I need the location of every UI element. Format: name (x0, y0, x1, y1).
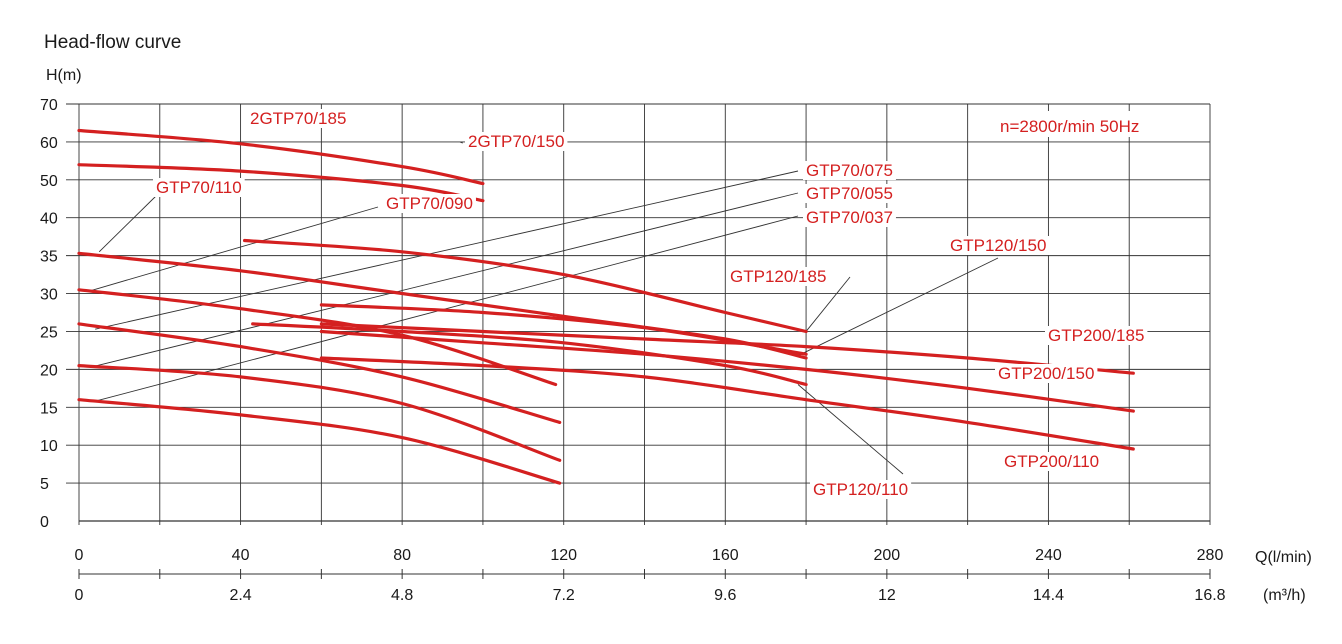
y-axis-label: H(m) (46, 67, 82, 84)
label-bg-gtp70-037 (803, 208, 896, 227)
curve-2gtp70-185 (77, 128, 485, 186)
x2-tick-40: 2.4 (229, 587, 251, 604)
x2-tick-280: 16.8 (1194, 587, 1225, 604)
speed-note-text: n=2800r/min 50Hz (1000, 117, 1139, 136)
x-tick-80: 80 (393, 547, 411, 564)
label-2gtp70-150: 2GTP70/150 (468, 132, 564, 151)
y-tick-70: 70 (40, 97, 58, 114)
speed-note: n=2800r/min 50Hz (980, 111, 1178, 137)
x-axis-label: Q(l/min) (1255, 549, 1312, 566)
leader-2gtp70-150 (459, 141, 463, 144)
x-tick-240: 240 (1035, 547, 1062, 564)
label-bg-gtp70-055 (803, 184, 896, 203)
y-tick-40: 40 (40, 211, 58, 228)
label-bg-gtp200-150 (995, 364, 1098, 383)
x-tick-40: 40 (232, 547, 250, 564)
label-gtp70-110: GTP70/110 (156, 178, 242, 197)
x2-tick-120: 7.2 (553, 587, 575, 604)
y-tick-15: 15 (40, 400, 58, 417)
label-bg-gtp70-075 (803, 161, 896, 180)
y-tick-20: 20 (40, 362, 58, 379)
y-tick-0: 0 (40, 514, 49, 531)
label-bg-gtp120-150 (947, 236, 1050, 255)
label-bg-2gtp70-185 (247, 109, 350, 128)
x2-axis-label: (m³/h) (1263, 587, 1306, 604)
x-tick-160: 160 (712, 547, 739, 564)
curve-gtp70-075 (77, 322, 562, 424)
label-gtp70-037: GTP70/037 (806, 208, 893, 227)
label-bg-gtp120-185 (727, 267, 830, 286)
y-tick-50: 50 (40, 173, 58, 190)
leader-gtp70-110 (98, 195, 157, 253)
y-tick-5: 5 (40, 476, 49, 493)
curve-gtp200-150 (319, 329, 1135, 413)
x2-tick-0: 0 (75, 587, 84, 604)
label-gtp120-185: GTP120/185 (730, 267, 826, 286)
curve-gtp200-185 (319, 322, 1135, 375)
x2-tick-160: 9.6 (714, 587, 736, 604)
label-bg-gtp120-110 (810, 480, 912, 499)
x2-tick-200: 12 (878, 587, 896, 604)
y-tick-35: 35 (40, 249, 58, 266)
leader-gtp70-075 (95, 170, 799, 330)
x-tick-200: 200 (874, 547, 901, 564)
curve-2gtp70-150 (77, 163, 485, 203)
leader-gtp70-037 (95, 215, 799, 402)
label-2gtp70-185: 2GTP70/185 (250, 109, 346, 128)
label-gtp200-110: GTP200/110 (1004, 452, 1099, 471)
y-tick-30: 30 (40, 287, 58, 304)
leader-gtp120-185 (805, 276, 851, 332)
curve-gtp120-185 (243, 238, 808, 334)
curve-labels: 2GTP70/185 2GTP70/150 GTP70/110 GTP70/090 GT… (153, 109, 1148, 499)
label-bg-gtp200-110 (1001, 452, 1103, 471)
x-tick-120: 120 (550, 547, 577, 564)
x2-tick-240: 14.4 (1033, 587, 1064, 604)
curves (77, 128, 1135, 485)
label-gtp70-055: GTP70/055 (806, 184, 893, 203)
curve-gtp120-110 (251, 322, 808, 387)
leader-lines (90, 141, 999, 475)
label-bg-2gtp70-150 (465, 132, 568, 151)
y-tick-25: 25 (40, 324, 58, 341)
label-gtp70-090: GTP70/090 (386, 194, 473, 213)
label-bg-gtp200-185 (1045, 326, 1148, 345)
x2-tick-80: 4.8 (391, 587, 413, 604)
label-gtp70-075: GTP70/075 (806, 161, 893, 180)
label-bg-gtp70-090 (383, 194, 476, 213)
y-tick-60: 60 (40, 135, 58, 152)
y-tick-10: 10 (40, 438, 58, 455)
leader-gtp70-090 (90, 206, 379, 291)
label-bg-gtp70-110 (153, 178, 245, 197)
label-gtp120-110: GTP120/110 (813, 480, 908, 499)
label-gtp200-150: GTP200/150 (998, 364, 1094, 383)
curve-gtp200-110 (319, 356, 1135, 451)
curve-gtp70-090 (77, 288, 558, 387)
curve-gtp70-037 (77, 398, 562, 485)
chart-title: Head-flow curve (44, 32, 181, 53)
leader-gtp70-055 (91, 192, 799, 368)
x-tick-0: 0 (75, 547, 84, 564)
curve-gtp70-055 (77, 364, 562, 462)
label-gtp120-150: GTP120/150 (950, 236, 1046, 255)
leader-gtp120-150 (797, 257, 999, 357)
label-gtp200-185: GTP200/185 (1048, 326, 1144, 345)
x-tick-280: 280 (1197, 547, 1224, 564)
grid-lines (66, 103, 1211, 579)
